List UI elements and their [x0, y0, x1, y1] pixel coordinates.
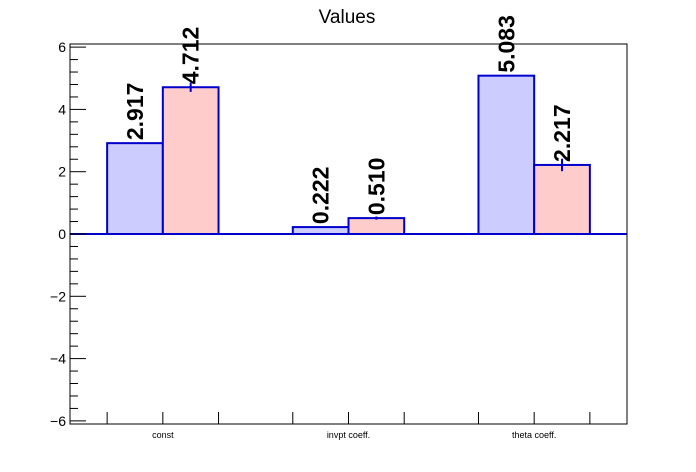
- data-label-2-1: 4.712: [178, 27, 204, 85]
- data-label-1-2: 0.222: [308, 167, 334, 225]
- bar-2-3: [533, 163, 591, 236]
- data-label-1-3: 5.083: [493, 15, 519, 73]
- x-tick-label-2: invpt coeff.: [327, 430, 370, 440]
- chart-title: Values: [319, 7, 376, 28]
- x-axis: const invpt coeff. theta coeff.: [106, 412, 591, 440]
- data-label-2-2: 0.510: [363, 158, 389, 216]
- x-tick-label-1: const: [152, 430, 174, 440]
- y-axis: −6 −4 −2 0 2 4 6: [50, 39, 86, 429]
- y-tick-label-6: 4: [58, 101, 66, 117]
- error-bars: [189, 82, 564, 220]
- bars: [106, 74, 591, 236]
- y-tick-label-5: 2: [58, 164, 66, 180]
- y-tick-label-3: −2: [50, 288, 66, 304]
- data-labels: 2.917 4.712 0.222 0.510 5.083 2.217: [122, 15, 575, 224]
- bar-1-2: [291, 226, 350, 236]
- bar-1-3: [477, 74, 536, 235]
- y-tick-label-2: −4: [50, 351, 66, 367]
- data-label-1-1: 2.917: [122, 83, 148, 141]
- x-tick-label-3: theta coeff.: [512, 430, 556, 440]
- bar-1-1: [106, 142, 164, 235]
- bar-2-2: [347, 217, 406, 236]
- bar-2-1: [161, 86, 220, 235]
- data-label-2-3: 2.217: [549, 104, 575, 162]
- y-tick-label-1: −6: [50, 413, 66, 429]
- y-tick-label-4: 0: [58, 226, 66, 242]
- y-tick-label-7: 6: [58, 39, 66, 55]
